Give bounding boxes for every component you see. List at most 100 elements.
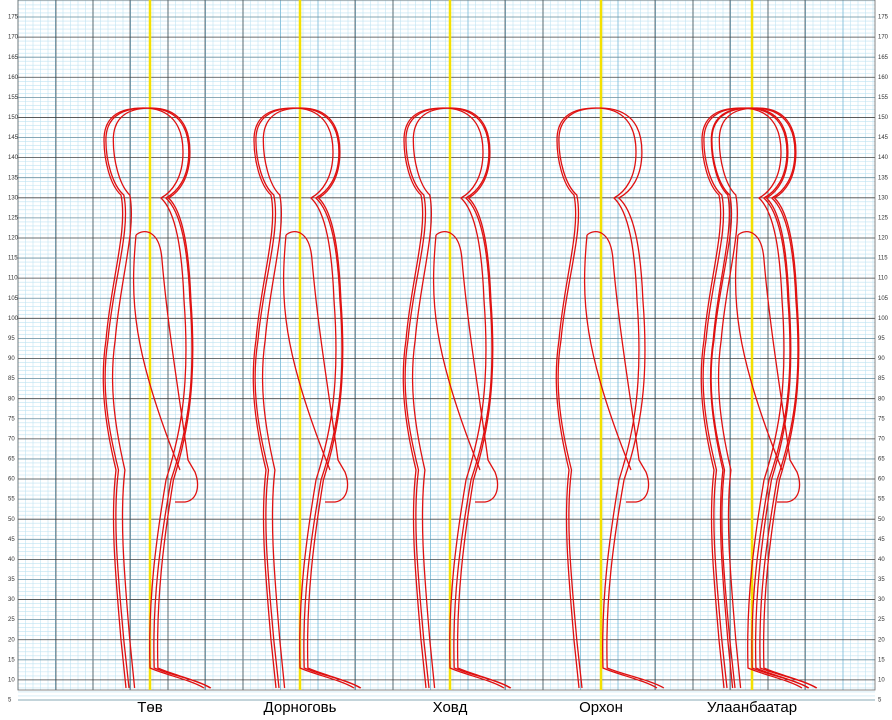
tick-label-left: 155 xyxy=(8,95,19,101)
arm-outline xyxy=(432,231,499,503)
tick-label-left: 35 xyxy=(8,577,15,583)
region-label: Ховд xyxy=(433,699,468,716)
tick-label-left: 125 xyxy=(8,215,19,221)
tick-label-left: 55 xyxy=(8,497,15,503)
tick-label-right: 120 xyxy=(878,236,889,242)
body-outline xyxy=(710,107,818,689)
tick-label-left: 80 xyxy=(8,396,15,402)
tick-label-left: 15 xyxy=(8,657,15,663)
tick-label-left: 85 xyxy=(8,376,15,382)
body-outline xyxy=(411,107,511,689)
tick-label-right: 115 xyxy=(878,256,888,262)
tick-label-right: 75 xyxy=(878,416,885,422)
tick-label-left: 40 xyxy=(8,557,15,563)
body-outline xyxy=(402,107,505,689)
tick-label-right: 90 xyxy=(878,356,885,362)
tick-label-left: 130 xyxy=(8,195,19,201)
body-outline xyxy=(555,107,658,689)
body-outline xyxy=(261,107,361,689)
tick-label-left: 175 xyxy=(8,15,19,21)
tick-label-left: 115 xyxy=(8,256,18,262)
body-outline xyxy=(557,107,665,689)
arm-outline xyxy=(583,231,650,503)
body-outline xyxy=(700,107,803,689)
tick-label-right: 85 xyxy=(878,376,885,382)
tick-label-left: 140 xyxy=(8,155,19,161)
tick-label-left: 100 xyxy=(8,316,19,322)
tick-label-left: 105 xyxy=(8,296,19,302)
tick-label-right: 5 xyxy=(878,698,882,704)
tick-label-left: 65 xyxy=(8,457,15,463)
tick-label-right: 65 xyxy=(878,457,885,463)
tick-label-left: 150 xyxy=(8,115,19,121)
tick-label-left: 170 xyxy=(8,35,19,41)
tick-label-right: 145 xyxy=(878,135,889,141)
tick-label-right: 130 xyxy=(878,195,889,201)
tick-label-left: 90 xyxy=(8,356,15,362)
region-label: Улаанбаатар xyxy=(707,699,797,716)
tick-label-left: 120 xyxy=(8,236,19,242)
tick-label-left: 25 xyxy=(8,617,15,623)
tick-label-right: 30 xyxy=(878,597,885,603)
tick-label-right: 70 xyxy=(878,436,885,442)
tick-label-left: 165 xyxy=(8,55,19,61)
body-outline xyxy=(104,107,212,689)
tick-label-left: 5 xyxy=(8,698,12,704)
arm-outline xyxy=(282,231,349,503)
tick-label-right: 80 xyxy=(878,396,885,402)
tick-label-right: 140 xyxy=(878,155,889,161)
tick-label-right: 95 xyxy=(878,336,885,342)
body-outline xyxy=(254,107,362,689)
arm-outline xyxy=(132,231,199,503)
tick-label-left: 135 xyxy=(8,175,19,181)
arm-outline xyxy=(734,231,801,503)
tick-label-left: 160 xyxy=(8,75,19,81)
tick-label-right: 175 xyxy=(878,15,889,21)
tick-label-right: 40 xyxy=(878,557,885,563)
region-label: Төв xyxy=(137,699,163,716)
body-outline xyxy=(102,107,205,689)
tick-label-left: 20 xyxy=(8,637,15,643)
tick-label-right: 155 xyxy=(878,95,889,101)
region-label: Орхон xyxy=(579,699,623,716)
body-outline xyxy=(702,107,810,689)
tick-label-left: 10 xyxy=(8,677,15,683)
body-outline xyxy=(404,107,512,689)
tick-label-right: 55 xyxy=(878,497,885,503)
tick-label-left: 60 xyxy=(8,477,15,483)
tick-label-right: 170 xyxy=(878,35,889,41)
body-outline xyxy=(717,107,817,689)
frame xyxy=(17,0,876,691)
region-label: Дорноговь xyxy=(264,699,337,716)
silhouettes xyxy=(102,0,818,690)
tick-label-right: 135 xyxy=(878,175,889,181)
tick-label-left: 30 xyxy=(8,597,15,603)
tick-label-left: 45 xyxy=(8,537,15,543)
tick-label-left: 75 xyxy=(8,416,15,422)
tick-label-right: 45 xyxy=(878,537,885,543)
tick-label-right: 110 xyxy=(878,276,888,282)
tick-label-left: 70 xyxy=(8,436,15,442)
tick-label-right: 160 xyxy=(878,75,889,81)
tick-label-right: 125 xyxy=(878,215,889,221)
tick-label-right: 20 xyxy=(878,637,885,643)
tick-label-right: 10 xyxy=(878,677,885,683)
tick-label-right: 35 xyxy=(878,577,885,583)
body-outline xyxy=(252,107,355,689)
tick-label-right: 100 xyxy=(878,316,889,322)
tick-label-left: 110 xyxy=(8,276,18,282)
tick-label-right: 60 xyxy=(878,477,885,483)
tick-label-left: 95 xyxy=(8,336,15,342)
tick-label-right: 165 xyxy=(878,55,889,61)
body-outline xyxy=(111,107,211,689)
tick-label-right: 105 xyxy=(878,296,889,302)
tick-label-right: 25 xyxy=(878,617,885,623)
grid xyxy=(17,0,876,701)
tick-label-right: 15 xyxy=(878,657,885,663)
tick-label-right: 150 xyxy=(878,115,889,121)
tick-label-left: 50 xyxy=(8,517,15,523)
tick-label-left: 145 xyxy=(8,135,19,141)
